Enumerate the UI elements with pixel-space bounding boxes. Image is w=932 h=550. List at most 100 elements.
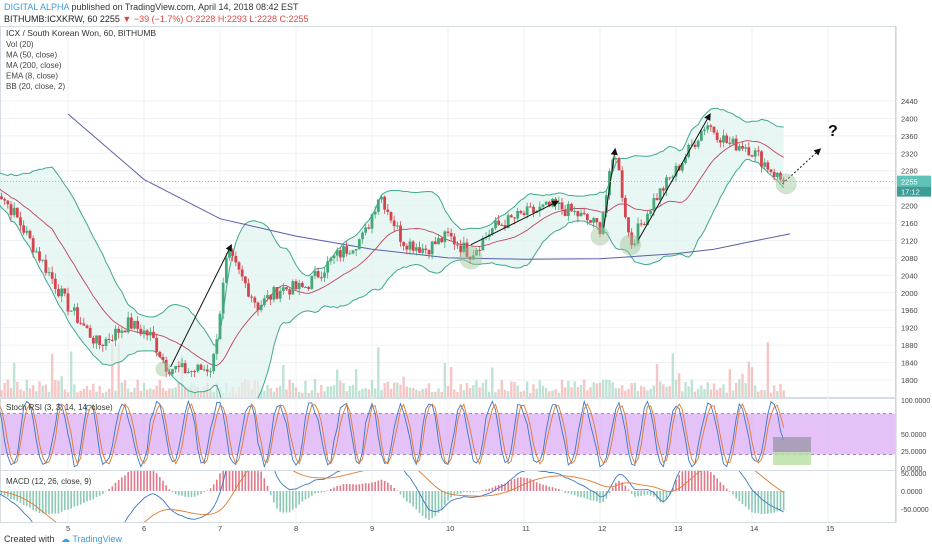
- volume-bar: [57, 380, 60, 397]
- macd-histogram-bar: [561, 490, 563, 492]
- macd-histogram-bar: [64, 491, 66, 511]
- macd-histogram-bar: [105, 491, 107, 492]
- bollinger-fill: [0, 108, 784, 398]
- volume-bar: [9, 388, 13, 397]
- volume-bar: [310, 390, 314, 397]
- candle-body: [199, 364, 203, 370]
- macd-histogram-bar: [482, 490, 484, 491]
- candle-body: [101, 345, 105, 347]
- volume-bar: [301, 392, 304, 397]
- volume-bar: [744, 383, 747, 397]
- candle-body: [88, 327, 92, 338]
- candle-body: [25, 230, 29, 233]
- candle-body: [110, 339, 114, 341]
- volume-bar: [383, 383, 386, 397]
- macd-histogram-bar: [634, 491, 636, 497]
- macd-histogram-bar: [494, 485, 497, 491]
- volume-bar: [263, 390, 266, 397]
- current-price-label: 2255: [901, 178, 918, 187]
- macd-histogram-bar: [355, 484, 357, 491]
- pivot-circle: [459, 246, 483, 270]
- tradingview-logo[interactable]: ☁ TradingView: [61, 534, 122, 544]
- volume-bar: [529, 392, 532, 397]
- candle-body: [471, 255, 475, 260]
- volume-bar: [326, 386, 329, 397]
- candle-body: [617, 158, 621, 171]
- macd-histogram-bar: [754, 491, 756, 514]
- macd-histogram-bar: [678, 474, 680, 491]
- macd-histogram-bar: [3, 491, 6, 496]
- candle-body: [98, 335, 102, 346]
- candle-body: [28, 230, 32, 239]
- candle-body: [395, 225, 399, 227]
- volume-bar: [700, 385, 703, 397]
- macd-histogram-bar: [554, 488, 557, 491]
- macd-histogram-bar: [444, 491, 446, 506]
- volume-bar: [329, 386, 333, 397]
- volume-bar: [98, 386, 101, 397]
- volume-bar: [297, 391, 301, 397]
- legend-item: Vol (20): [6, 40, 34, 49]
- ohlc-values: O:2228 H:2293 L:2228 C:2255: [185, 14, 309, 24]
- candle-body: [443, 231, 447, 243]
- macd-histogram-bar: [38, 491, 41, 514]
- volume-bar: [177, 381, 181, 397]
- candle-body: [386, 209, 390, 212]
- macd-histogram-bar: [570, 491, 573, 495]
- date-tick-label: 6: [142, 524, 146, 533]
- candle-body: [323, 272, 326, 278]
- macd-histogram-bar: [472, 491, 475, 493]
- volume-bar: [728, 369, 732, 397]
- price-change: ▼ −39 (−1.7%): [122, 14, 184, 24]
- macd-histogram-bar: [748, 491, 750, 510]
- macd-histogram-bar: [7, 491, 9, 497]
- volume-bar: [111, 344, 114, 397]
- macd-histogram-bar: [615, 482, 617, 491]
- candle-body: [544, 201, 548, 205]
- volume-bar: [557, 392, 561, 397]
- volume-bar: [418, 390, 421, 397]
- volume-bar: [465, 383, 469, 397]
- price-tick-label: 2440: [901, 97, 918, 106]
- macd-histogram-bar: [504, 483, 506, 491]
- candle-body: [231, 249, 235, 256]
- candle-body: [281, 287, 285, 292]
- candle-body: [76, 307, 79, 323]
- stoch-d-line: [0, 403, 785, 465]
- candle-body: [319, 277, 323, 279]
- candle-body: [332, 255, 336, 259]
- volume-bar: [497, 389, 500, 397]
- candle-body: [117, 328, 121, 333]
- volume-bar: [595, 383, 599, 397]
- macd-histogram-bar: [551, 487, 554, 491]
- volume-bar: [548, 391, 551, 397]
- author-name[interactable]: DIGITAL ALPHA: [4, 2, 70, 12]
- candle-body: [449, 232, 453, 237]
- volume-bar: [35, 391, 38, 397]
- macd-histogram-bar: [323, 491, 326, 493]
- volume-bar: [339, 380, 342, 397]
- symbol-line: BITHUMB:ICXKRW, 60 2255 ▼ −39 (−1.7%) O:…: [4, 14, 309, 24]
- macd-histogram-bar: [782, 491, 785, 511]
- volume-bar: [592, 382, 595, 397]
- price-tick-label: 2080: [901, 254, 918, 263]
- macd-histogram-bar: [339, 485, 342, 491]
- candle-body: [766, 162, 770, 170]
- volume-bar: [459, 384, 462, 397]
- macd-histogram-bar: [133, 471, 136, 491]
- macd-histogram-bar: [656, 491, 658, 500]
- candle-body: [433, 241, 437, 245]
- candle-body: [440, 238, 444, 243]
- volume-bar: [294, 387, 298, 397]
- candle-body: [313, 271, 317, 276]
- candle-body: [177, 365, 181, 368]
- candle-body: [82, 323, 86, 326]
- macd-histogram-bar: [539, 483, 541, 491]
- date-tick-label: 11: [522, 524, 530, 533]
- stoch-box-upper: [773, 437, 811, 452]
- candle-body: [452, 236, 456, 245]
- macd-histogram-bar: [276, 491, 278, 509]
- candle-body: [636, 223, 640, 244]
- volume-bar: [408, 387, 412, 397]
